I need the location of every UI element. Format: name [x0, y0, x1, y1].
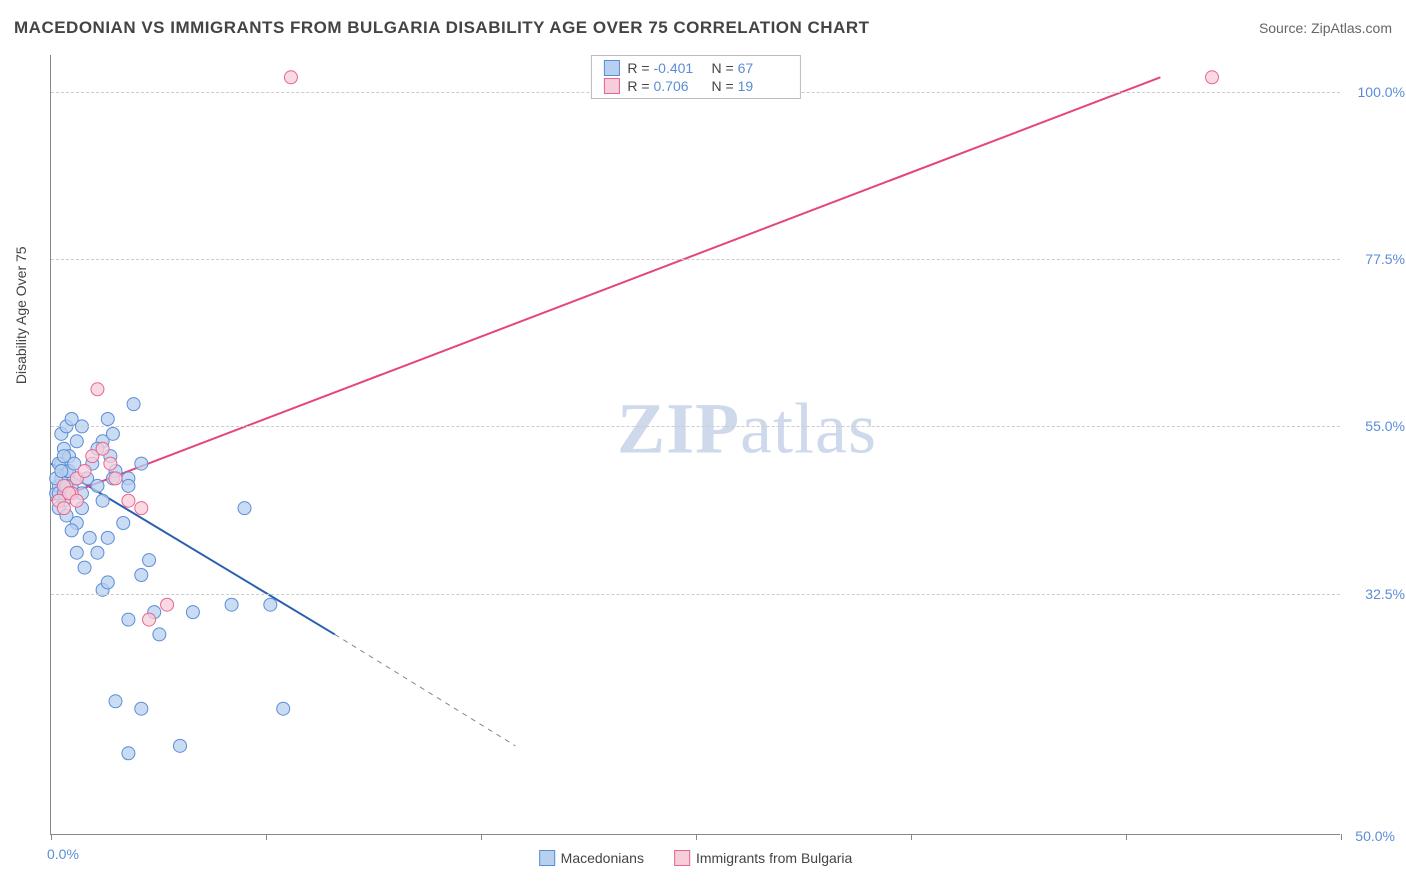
data-point [96, 442, 109, 455]
data-point [153, 628, 166, 641]
data-point [135, 502, 148, 515]
data-point [238, 502, 251, 515]
data-point [83, 531, 96, 544]
data-point [127, 398, 140, 411]
data-point [101, 531, 114, 544]
legend-item-2: Immigrants from Bulgaria [674, 850, 852, 866]
data-point [122, 613, 135, 626]
data-point [101, 413, 114, 426]
x-tick [696, 834, 697, 840]
x-axis-start-label: 0.0% [47, 846, 79, 862]
data-point [277, 702, 290, 715]
data-point [143, 613, 156, 626]
x-tick [1126, 834, 1127, 840]
correlation-stats-box: R = -0.401 N = 67 R = 0.706 N = 19 [590, 55, 800, 99]
y-tick-label: 77.5% [1365, 251, 1405, 267]
x-tick [1341, 834, 1342, 840]
gridline-h [51, 259, 1340, 260]
swatch-series-1 [603, 60, 619, 76]
data-point [109, 695, 122, 708]
data-point [57, 502, 70, 515]
gridline-h [51, 426, 1340, 427]
y-tick-label: 32.5% [1365, 586, 1405, 602]
legend-swatch-1 [539, 850, 555, 866]
chart-title: MACEDONIAN VS IMMIGRANTS FROM BULGARIA D… [14, 18, 870, 38]
title-bar: MACEDONIAN VS IMMIGRANTS FROM BULGARIA D… [14, 18, 1392, 38]
data-point [122, 494, 135, 507]
data-point [70, 435, 83, 448]
x-tick [51, 834, 52, 840]
data-point [135, 569, 148, 582]
stats-row-series-1: R = -0.401 N = 67 [603, 60, 787, 76]
data-point [122, 747, 135, 760]
chart-svg [51, 55, 1340, 834]
data-point [225, 598, 238, 611]
x-tick [911, 834, 912, 840]
data-point [91, 479, 104, 492]
chart-plot-area: Disability Age Over 75 ZIPatlas R = -0.4… [50, 55, 1340, 835]
legend: Macedonians Immigrants from Bulgaria [539, 850, 853, 866]
data-point [104, 457, 117, 470]
x-tick [266, 834, 267, 840]
data-point [174, 739, 187, 752]
data-point [186, 606, 199, 619]
data-point [91, 546, 104, 559]
y-tick-label: 100.0% [1358, 84, 1405, 100]
data-point [1206, 71, 1219, 84]
data-point [143, 554, 156, 567]
regression-line [51, 77, 1160, 500]
data-point [135, 457, 148, 470]
data-point [122, 479, 135, 492]
swatch-series-2 [603, 78, 619, 94]
data-point [70, 494, 83, 507]
source-label: Source: ZipAtlas.com [1259, 20, 1392, 36]
data-point [109, 472, 122, 485]
data-point [65, 524, 78, 537]
x-axis-end-label: 50.0% [1355, 828, 1395, 844]
data-point [284, 71, 297, 84]
x-tick [481, 834, 482, 840]
gridline-h [51, 594, 1340, 595]
data-point [117, 517, 130, 530]
data-point [135, 702, 148, 715]
y-tick-label: 55.0% [1365, 418, 1405, 434]
data-point [91, 383, 104, 396]
data-point [161, 598, 174, 611]
data-point [106, 427, 119, 440]
y-axis-title: Disability Age Over 75 [13, 246, 29, 384]
data-point [101, 576, 114, 589]
data-point [264, 598, 277, 611]
stats-row-series-2: R = 0.706 N = 19 [603, 78, 787, 94]
legend-item-1: Macedonians [539, 850, 644, 866]
legend-swatch-2 [674, 850, 690, 866]
data-point [55, 465, 68, 478]
data-point [78, 465, 91, 478]
regression-line-extension [335, 634, 516, 745]
data-point [96, 494, 109, 507]
data-point [78, 561, 91, 574]
data-point [70, 546, 83, 559]
